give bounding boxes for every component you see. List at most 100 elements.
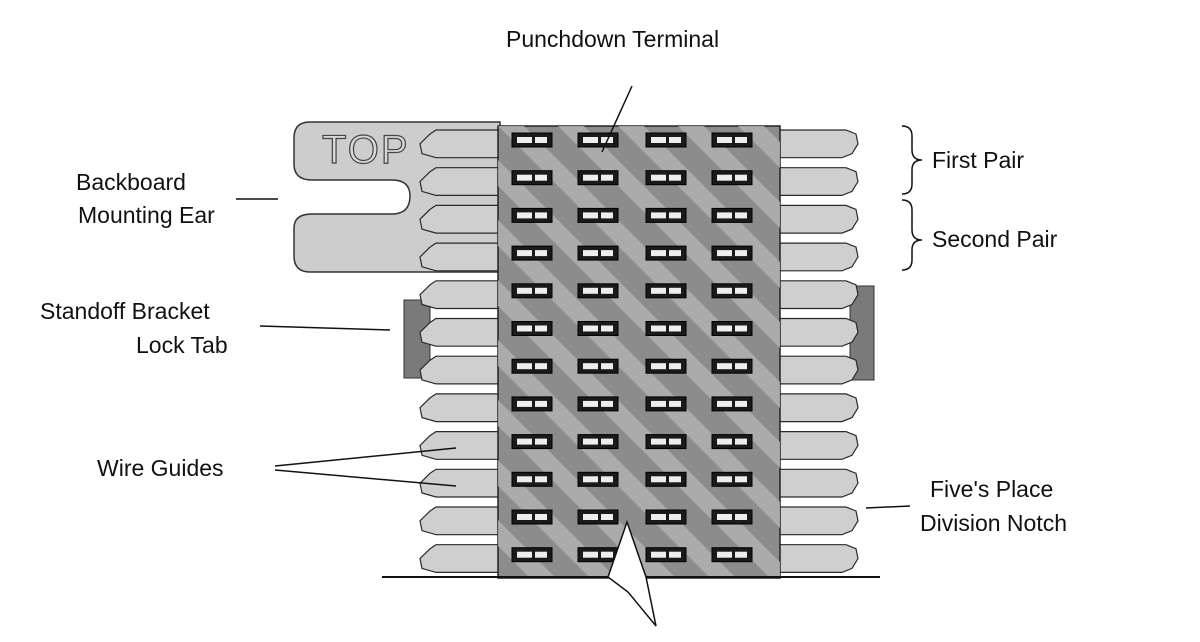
terminal-slot-right (535, 438, 547, 445)
terminal-slot-left (717, 325, 732, 332)
terminal-slot-right (601, 325, 613, 332)
wire-guide-right (777, 431, 859, 460)
terminal-slot-right (669, 325, 681, 332)
wire-guide-right (777, 393, 859, 423)
terminal-slot-right (669, 287, 681, 294)
terminal-slot-right (735, 476, 747, 483)
terminal-slot-right (669, 363, 681, 370)
terminal-slot-left (651, 174, 666, 181)
terminal-slot-left (583, 514, 598, 520)
terminal-slot-right (735, 325, 747, 332)
terminal-slot-right (735, 514, 747, 520)
label-backboard: Backboard (76, 169, 186, 195)
terminal-slot-right (669, 551, 681, 558)
wire-guide-right (777, 506, 859, 536)
terminal-slot-right (535, 514, 547, 520)
terminal-slot-right (601, 514, 613, 520)
terminal-slot-left (583, 551, 598, 558)
terminal-slot-right (601, 400, 613, 407)
wire-guide-right (777, 204, 859, 234)
terminal-slot-left (583, 174, 598, 181)
punchdown-terminals-group (511, 132, 753, 563)
terminal-slot-right (535, 476, 547, 483)
terminal-slot-right (735, 551, 747, 558)
terminal-slot-right (735, 363, 747, 370)
terminal-slot-left (717, 137, 732, 143)
wire-guide-left (419, 393, 501, 423)
wire-guide-left (419, 204, 501, 234)
face-stripe (498, 280, 780, 578)
brace-first-pair (901, 125, 923, 195)
wire-guides-group (419, 129, 859, 573)
terminal-slot-left (717, 363, 732, 370)
terminal-slot-right (535, 363, 547, 370)
terminal-slot-right (735, 400, 747, 407)
terminal-slot-left (583, 325, 598, 332)
terminal-slot-left (651, 400, 666, 407)
terminal-slot-right (601, 551, 613, 558)
terminal-slot-right (535, 287, 547, 294)
wire-guide-right (777, 280, 859, 310)
wire-guide-left (419, 129, 501, 159)
terminal-slot-right (735, 137, 747, 143)
terminal-slot-right (535, 137, 547, 143)
leader-wire-guides-upper (274, 447, 457, 467)
terminal-slot-left (517, 137, 532, 143)
face-stripe (498, 126, 780, 408)
terminal-slot-right (735, 287, 747, 294)
terminal-slot-right (535, 551, 547, 558)
terminal-slot-left (517, 438, 532, 445)
wire-guide-left (419, 242, 501, 272)
backboard-mounting-ear (293, 121, 501, 273)
terminal-slot-left (517, 174, 532, 181)
wire-guide-right (777, 167, 859, 196)
terminal-slot-left (583, 212, 598, 219)
terminal-slot-left (717, 514, 732, 520)
terminal-slot-left (651, 325, 666, 332)
brace-second-pair (901, 199, 923, 271)
terminal-slot-left (583, 400, 598, 407)
label-mounting-ear: Mounting Ear (78, 202, 215, 228)
terminal-slot-left (583, 476, 598, 483)
terminal-slot-right (669, 212, 681, 219)
terminal-slot-right (669, 438, 681, 445)
terminal-slot-left (651, 287, 666, 294)
terminal-slot-right (535, 250, 547, 257)
terminal-slot-left (651, 514, 666, 520)
terminal-slot-left (651, 438, 666, 445)
terminal-slot-left (651, 250, 666, 257)
terminal-slot-right (601, 287, 613, 294)
face-stripe (1098, 126, 1200, 578)
terminal-slot-left (717, 551, 732, 558)
terminal-slot-right (669, 400, 681, 407)
terminal-slot-right (735, 438, 747, 445)
terminal-slot-right (535, 174, 547, 181)
label-punchdown-terminal: Punchdown Terminal (506, 26, 720, 52)
terminal-slot-right (601, 212, 613, 219)
terminal-slot-left (517, 514, 532, 520)
terminal-slot-left (717, 476, 732, 483)
leader-fives-place-notch (865, 505, 911, 509)
terminal-slot-left (717, 287, 732, 294)
label-first-pair: First Pair (932, 147, 1024, 173)
terminal-slot-left (583, 250, 598, 257)
wire-guide-left (419, 355, 501, 385)
terminal-slot-left (517, 287, 532, 294)
face-stripe (498, 160, 780, 468)
terminal-slot-left (517, 250, 532, 257)
wire-guide-left (419, 167, 501, 196)
label-wire-guides: Wire Guides (97, 455, 224, 481)
terminal-slot-right (535, 325, 547, 332)
terminal-slot-right (669, 514, 681, 520)
leader-standoff-lock-tab (259, 325, 391, 331)
wire-guide-left (419, 506, 501, 536)
top-marking: TOP (321, 127, 410, 172)
break-notch (607, 519, 657, 627)
terminal-slot-left (651, 363, 666, 370)
terminal-slot-left (517, 476, 532, 483)
wire-guide-right (777, 355, 859, 385)
terminal-slot-right (601, 363, 613, 370)
terminal-slot-right (601, 438, 613, 445)
label-second-pair: Second Pair (932, 226, 1058, 252)
